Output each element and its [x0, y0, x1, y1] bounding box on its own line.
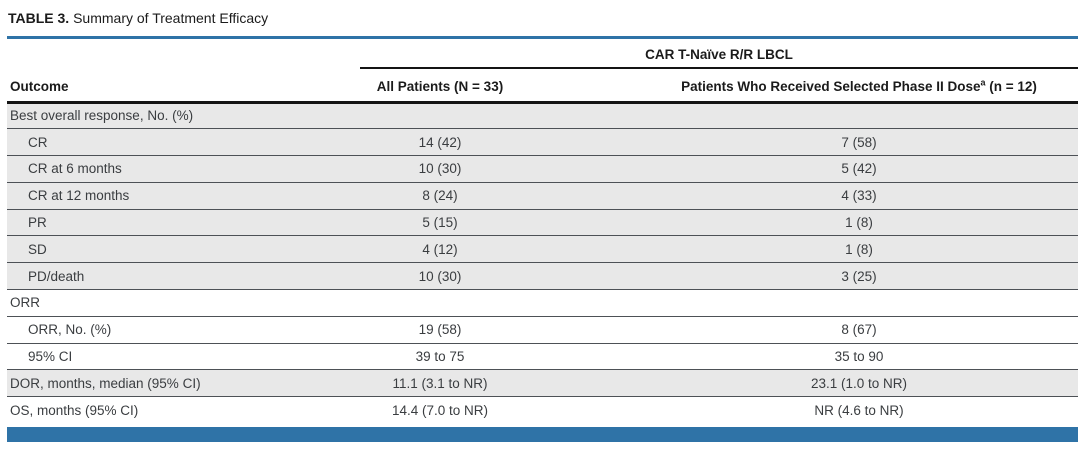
- all-patients-cell: 10 (30): [360, 155, 520, 183]
- table-row: Best overall response, No. (%): [7, 102, 1079, 130]
- outcome-cell: OS, months (95% CI): [10, 402, 139, 418]
- phase2-dose-cell: 4 (33): [520, 182, 1079, 210]
- phase2-header-n: (n = 12): [985, 78, 1037, 94]
- all-patients-cell: [360, 102, 520, 130]
- column-header-outcome: Outcome: [7, 68, 360, 104]
- phase2-dose-cell: 5 (42): [520, 155, 1079, 183]
- all-patients-cell: 14.4 (7.0 to NR): [391, 402, 489, 418]
- all-patients-cell: 19 (58): [360, 316, 520, 344]
- outcome-cell: PD/death: [7, 262, 360, 291]
- outcome-cell: CR at 12 months: [7, 182, 360, 210]
- outcome-cell: Best overall response, No. (%): [7, 102, 360, 130]
- phase2-dose-cell: 1 (8): [520, 235, 1079, 264]
- table-title: TABLE 3. Summary of Treatment Efficacy: [8, 9, 1080, 27]
- all-patients-cell: 11.1 (3.1 to NR): [360, 369, 520, 398]
- phase2-dose-cell: [520, 289, 1079, 317]
- column-header-phase2-dose: Patients Who Received Selected Phase II …: [520, 68, 1079, 104]
- all-patients-cell: 14 (42): [360, 128, 520, 157]
- outcome-cell: ORR, No. (%): [7, 316, 360, 344]
- phase2-dose-cell: 7 (58): [520, 128, 1079, 157]
- phase2-header-text: Patients Who Received Selected Phase II …: [681, 78, 981, 94]
- table-row: CR at 12 months 8 (24) 4 (33): [7, 182, 1079, 210]
- all-patients-cell: 5 (15): [360, 209, 520, 237]
- column-header-all-patients: All Patients (N = 33): [360, 68, 520, 104]
- spanner-row: CAR T-Naïve R/R LBCL: [7, 39, 1079, 69]
- table-row: 95% CI 39 to 75 35 to 90: [7, 343, 1079, 371]
- outcome-cell: CR at 6 months: [7, 155, 360, 183]
- table-row: OS, months (95% CI) 14.4 (7.0 to NR) NR …: [7, 397, 1078, 424]
- all-patients-cell: 39 to 75: [360, 343, 520, 371]
- phase2-dose-cell: 3 (25): [520, 262, 1079, 291]
- outcome-cell: ORR: [7, 289, 360, 317]
- phase2-dose-cell: 8 (67): [520, 316, 1079, 344]
- spanner-spacer-cell: [7, 39, 360, 68]
- column-header-row: Outcome All Patients (N = 33) Patients W…: [7, 68, 1079, 104]
- top-blue-rule: [7, 36, 1078, 39]
- efficacy-table: CAR T-Naïve R/R LBCL Outcome All Patient…: [7, 39, 1079, 424]
- table-row: SD 4 (12) 1 (8): [7, 235, 1079, 264]
- all-patients-cell: [360, 289, 520, 317]
- phase2-dose-cell: 1 (8): [520, 209, 1079, 237]
- table-row: CR at 6 months 10 (30) 5 (42): [7, 155, 1079, 183]
- table-title-label: TABLE 3.: [8, 10, 70, 26]
- outcome-cell: CR: [7, 128, 360, 157]
- footnote-marker-a: a: [980, 77, 986, 87]
- table-row: DOR, months, median (95% CI) 11.1 (3.1 t…: [7, 369, 1079, 398]
- all-patients-cell: 4 (12): [360, 235, 520, 264]
- phase2-dose-cell: NR (4.6 to NR): [814, 402, 904, 418]
- bottom-blue-bar: [7, 426, 1078, 442]
- table-row: PR 5 (15) 1 (8): [7, 209, 1079, 237]
- table-row: CR 14 (42) 7 (58): [7, 128, 1079, 157]
- spanner-header: CAR T-Naïve R/R LBCL: [360, 39, 1079, 69]
- outcome-cell: SD: [7, 235, 360, 264]
- phase2-dose-cell: 35 to 90: [520, 343, 1079, 371]
- outcome-cell: PR: [7, 209, 360, 237]
- outcome-cell: 95% CI: [7, 343, 360, 371]
- all-patients-cell: 10 (30): [360, 262, 520, 291]
- all-patients-cell: 8 (24): [360, 182, 520, 210]
- table-row: ORR: [7, 289, 1079, 317]
- table-row: ORR, No. (%) 19 (58) 8 (67): [7, 316, 1079, 344]
- table-row: PD/death 10 (30) 3 (25): [7, 262, 1079, 291]
- phase2-dose-cell: [520, 102, 1079, 130]
- outcome-cell: DOR, months, median (95% CI): [7, 369, 360, 398]
- phase2-dose-cell: 23.1 (1.0 to NR): [520, 369, 1079, 398]
- table-title-text: Summary of Treatment Efficacy: [73, 10, 269, 26]
